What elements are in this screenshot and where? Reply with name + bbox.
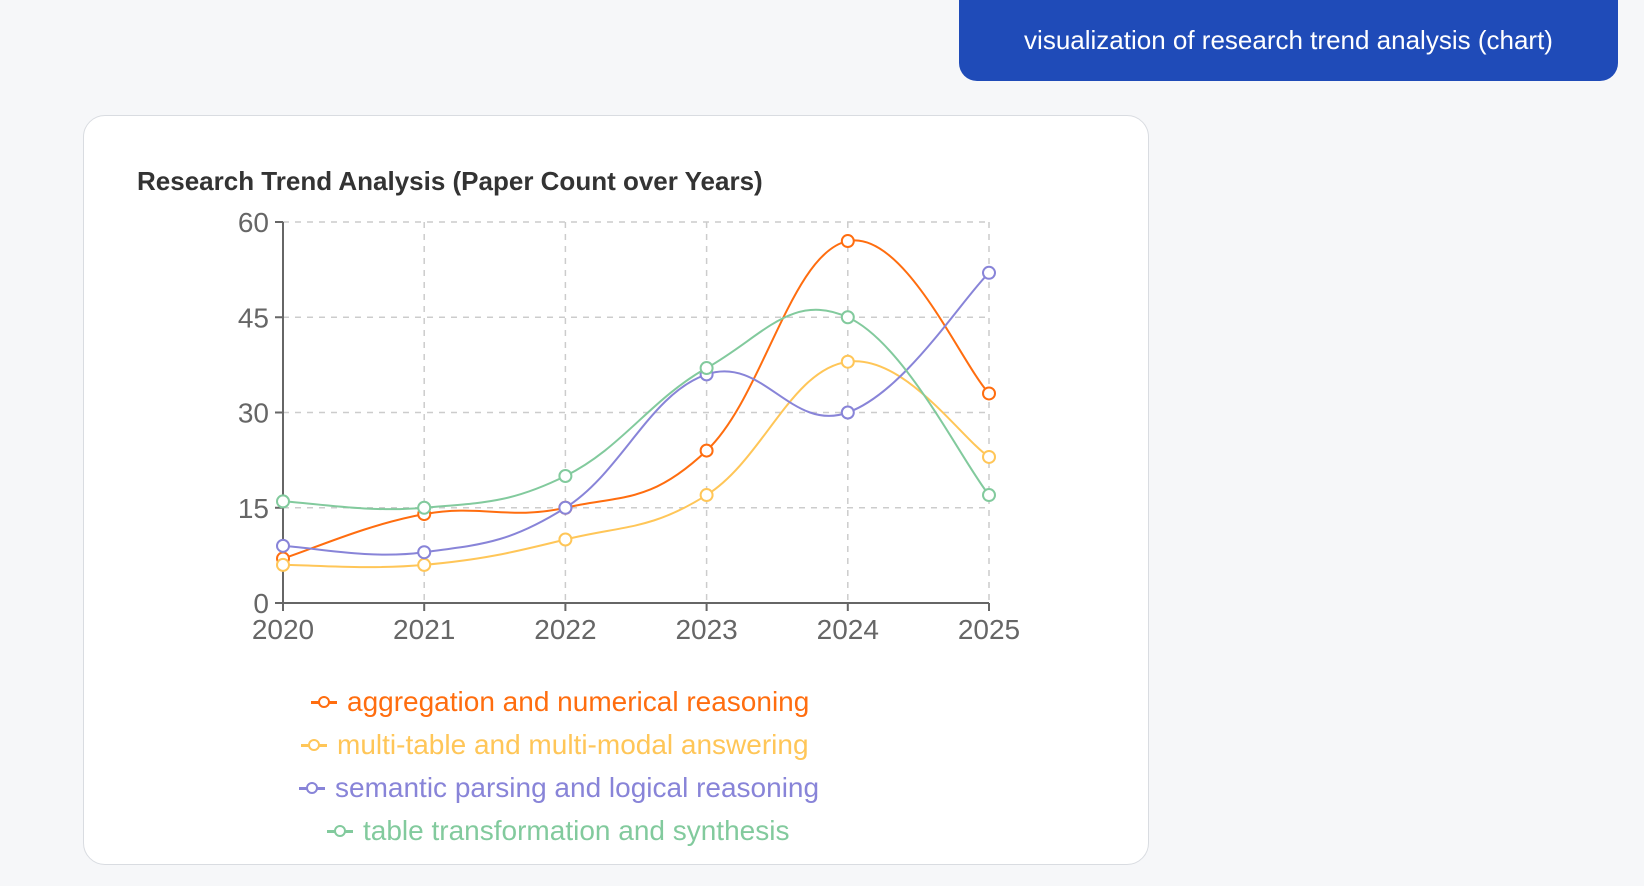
- data-point[interactable]: [558, 469, 573, 483]
- y-tick-label: 0: [253, 588, 269, 619]
- series-line-2: [276, 265, 996, 560]
- y-tick-label: 60: [238, 207, 269, 238]
- x-tick-label: 2021: [393, 614, 455, 645]
- legend-item[interactable]: multi-table and multi-modal answering: [301, 729, 809, 761]
- user-message-bubble: visualization of research trend analysis…: [959, 0, 1618, 81]
- y-tick-label: 30: [238, 398, 269, 429]
- x-tick-label: 2024: [817, 614, 879, 645]
- legend-label: semantic parsing and logical reasoning: [335, 772, 820, 803]
- chart-title: Research Trend Analysis (Paper Count ove…: [137, 166, 763, 196]
- chart-card: Research Trend Analysis (Paper Count ove…: [83, 115, 1149, 865]
- line-marker-icon: [301, 739, 327, 751]
- series-line-1: [276, 354, 996, 572]
- legend-label: multi-table and multi-modal answering: [337, 729, 809, 760]
- data-point[interactable]: [558, 500, 573, 515]
- line-marker-icon: [311, 696, 337, 708]
- data-point[interactable]: [840, 354, 855, 369]
- data-point[interactable]: [840, 310, 855, 325]
- line-marker-icon: [299, 782, 325, 794]
- x-tick-label: 2025: [958, 614, 1020, 645]
- y-tick-label: 45: [238, 302, 269, 333]
- data-point[interactable]: [982, 386, 996, 401]
- data-point[interactable]: [699, 488, 714, 503]
- line-chart: 0 15 30 45 60 2020 2021 2022 2023 2024 2025: [238, 207, 1020, 645]
- data-point[interactable]: [417, 500, 432, 515]
- legend-item[interactable]: aggregation and numerical reasoning: [311, 686, 809, 718]
- legend-label: table transformation and synthesis: [363, 815, 790, 846]
- data-point[interactable]: [276, 557, 290, 572]
- data-point[interactable]: [417, 557, 432, 572]
- data-point[interactable]: [699, 443, 714, 458]
- x-tick-label: 2020: [252, 614, 314, 645]
- legend-item[interactable]: table transformation and synthesis: [327, 815, 789, 847]
- x-tick-label: 2023: [675, 614, 737, 645]
- y-tick-label: 15: [238, 493, 269, 524]
- line-marker-icon: [327, 825, 353, 837]
- data-point[interactable]: [558, 532, 573, 547]
- data-point[interactable]: [982, 488, 996, 503]
- user-message-text: visualization of research trend analysis…: [1024, 25, 1553, 55]
- data-point[interactable]: [982, 265, 996, 280]
- data-point[interactable]: [840, 234, 855, 249]
- legend-item[interactable]: semantic parsing and logical reasoning: [299, 772, 819, 804]
- series-line-0: [276, 234, 996, 566]
- data-point[interactable]: [982, 449, 996, 464]
- data-point[interactable]: [417, 545, 432, 560]
- legend-label: aggregation and numerical reasoning: [347, 686, 810, 717]
- data-point[interactable]: [276, 494, 290, 509]
- data-point[interactable]: [276, 538, 290, 553]
- data-point[interactable]: [840, 405, 855, 420]
- series-line-3: [276, 308, 996, 515]
- data-point[interactable]: [699, 361, 714, 376]
- x-tick-label: 2022: [534, 614, 596, 645]
